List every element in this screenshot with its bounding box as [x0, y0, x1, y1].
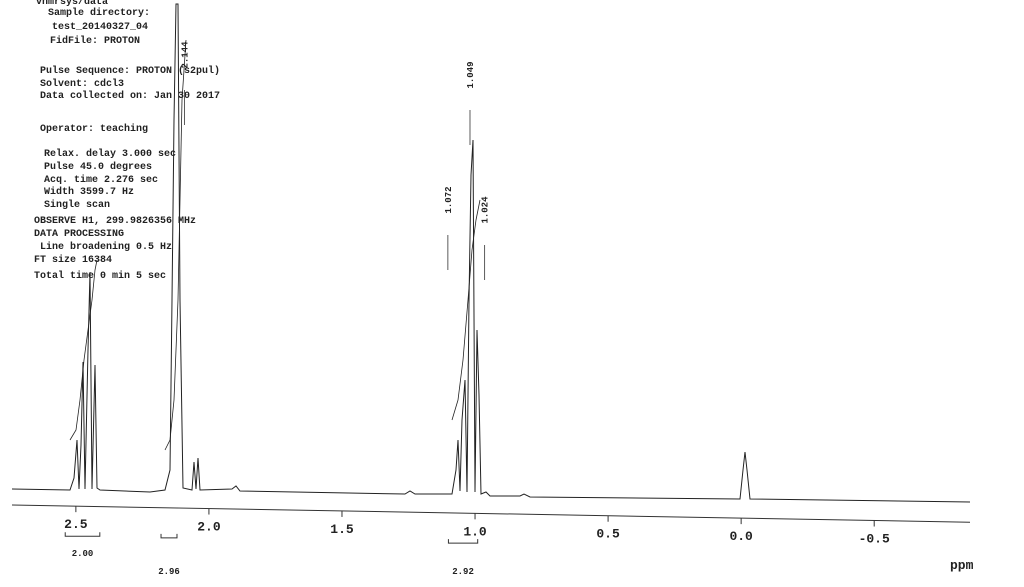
- header-line: vnmrsys/data: [36, 0, 108, 8]
- header-line: Acq. time 2.276 sec: [44, 174, 158, 186]
- integral-label: 2.96: [158, 567, 180, 577]
- x-tick-label: 0.0: [729, 529, 753, 544]
- integral-bracket: [447, 539, 479, 544]
- peak-label: 1.049: [466, 61, 476, 88]
- peak-label: 2.144: [181, 41, 191, 69]
- x-tick-label: 0.5: [596, 527, 620, 542]
- header-line: Operator: teaching: [40, 123, 148, 135]
- header-line: Single scan: [44, 199, 110, 211]
- integral-curve: [164, 39, 187, 451]
- integral-bracket: [64, 532, 101, 537]
- integral-label: 2.00: [72, 549, 94, 559]
- x-tick-label: 1.5: [330, 522, 354, 537]
- spectrum-trace: [11, 3, 971, 503]
- x-tick-label: -0.5: [859, 532, 890, 547]
- integral-bracket: [160, 533, 178, 539]
- header-line: Line broadening 0.5 Hz: [40, 241, 172, 253]
- header-line: DATA PROCESSING: [34, 229, 124, 240]
- x-axis-label: ppm: [950, 558, 974, 573]
- peak-label: 1.024: [481, 196, 491, 224]
- x-tick-label: 1.0: [463, 524, 487, 539]
- x-tick-label: 2.5: [64, 517, 88, 532]
- header-line: Relax. delay 3.000 sec: [44, 148, 176, 160]
- header-line: Pulse Sequence: PROTON (s2pul): [40, 65, 220, 77]
- header-line: Solvent: cdcl3: [40, 78, 124, 90]
- x-axis: [11, 504, 971, 523]
- header-line: Total time 0 min 5 sec: [34, 270, 166, 282]
- header-line: FidFile: PROTON: [50, 35, 140, 47]
- x-tick-label: 2.0: [197, 520, 221, 535]
- header-line: OBSERVE H1, 299.9826356 MHz: [34, 216, 196, 227]
- header-line: Sample directory:: [48, 7, 150, 19]
- integral-label: 2.92: [452, 567, 474, 577]
- header-line: Data collected on: Jan 30 2017: [40, 90, 220, 102]
- header-line: FT size 16384: [34, 254, 112, 266]
- header-line: Pulse 45.0 degrees: [44, 161, 152, 173]
- peak-label: 1.072: [444, 186, 454, 213]
- header-line: test_20140327_04: [52, 22, 148, 33]
- integral-curve: [451, 199, 481, 421]
- header-line: Width 3599.7 Hz: [44, 186, 134, 198]
- integral-curve: [69, 259, 98, 441]
